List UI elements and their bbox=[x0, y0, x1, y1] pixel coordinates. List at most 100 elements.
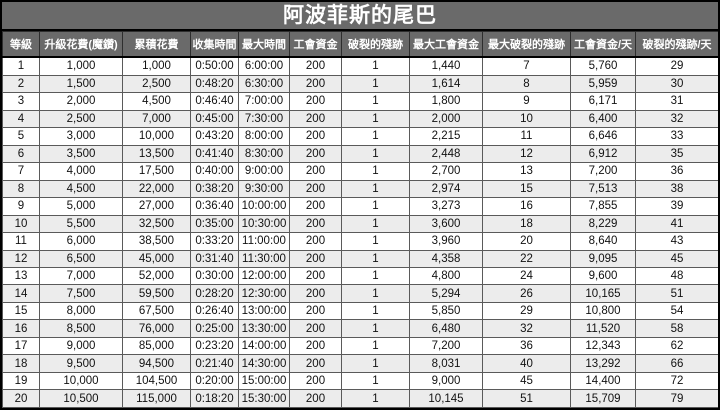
table-row: 15 8,000 67,500 0:26:40 13:00:00 200 1 5,850 29 1… bbox=[2, 301, 718, 321]
table-cell: 200 bbox=[289, 389, 342, 408]
table-cell: 14:00:00 bbox=[238, 336, 290, 356]
table-cell: 15:00:00 bbox=[238, 371, 290, 391]
table-cell: 1 bbox=[341, 214, 410, 234]
table-cell: 45 bbox=[635, 249, 718, 268]
table-cell: 52,000 bbox=[122, 266, 191, 286]
table-cell: 59,500 bbox=[122, 284, 191, 303]
table-cell: 2,448 bbox=[409, 144, 483, 164]
table-cell: 30 bbox=[635, 74, 718, 94]
table-cell: 6:00:00 bbox=[238, 56, 290, 76]
table-cell: 7,200 bbox=[570, 162, 636, 181]
table-cell: 0:35:00 bbox=[190, 214, 239, 234]
table-cell: 76,000 bbox=[122, 319, 191, 338]
table-cell: 1 bbox=[341, 389, 410, 408]
table-row: 6 3,500 13,500 0:41:40 8:30:00 200 1 2,448 12 6,9… bbox=[2, 144, 718, 164]
col-header-guild-funds: 工會資金 bbox=[289, 31, 342, 58]
table-cell: 1 bbox=[341, 144, 410, 164]
table-cell: 13 bbox=[2, 266, 40, 286]
table-cell: 2,215 bbox=[409, 127, 483, 146]
table-cell: 1 bbox=[341, 179, 410, 199]
table-cell: 24 bbox=[482, 266, 571, 286]
table-cell: 3,600 bbox=[409, 214, 483, 234]
table-cell: 200 bbox=[289, 179, 342, 199]
table-cell: 7 bbox=[2, 162, 40, 181]
table-cell: 51 bbox=[482, 389, 571, 408]
table-cell: 5,000 bbox=[39, 197, 123, 216]
table-cell: 9:00:00 bbox=[238, 162, 290, 181]
table-cell: 1 bbox=[341, 266, 410, 286]
table-cell: 11 bbox=[2, 232, 40, 251]
table-cell: 1 bbox=[341, 232, 410, 251]
table-cell: 39 bbox=[635, 197, 718, 216]
table-cell: 0:38:20 bbox=[190, 179, 239, 199]
col-header-collect-time: 收集時間 bbox=[190, 31, 239, 58]
table-cell: 200 bbox=[289, 371, 342, 391]
table-row: 18 9,500 94,500 0:21:40 14:30:00 200 1 8,031 40 1… bbox=[2, 354, 718, 373]
table-cell: 18 bbox=[482, 214, 571, 234]
table-cell: 11,520 bbox=[570, 319, 636, 338]
table-cell: 1 bbox=[341, 354, 410, 373]
table-cell: 13:30:00 bbox=[238, 319, 290, 338]
table-cell: 1,000 bbox=[122, 56, 191, 76]
table-cell: 4,800 bbox=[409, 266, 483, 286]
table-cell: 2,500 bbox=[122, 74, 191, 94]
table-cell: 1 bbox=[341, 319, 410, 338]
col-header-max-cracked-remains: 最大破裂的殘跡 bbox=[482, 31, 571, 58]
table-cell: 12:00:00 bbox=[238, 266, 290, 286]
table-cell: 11 bbox=[482, 127, 571, 146]
table-cell: 14 bbox=[2, 284, 40, 303]
table-cell: 0:33:20 bbox=[190, 232, 239, 251]
table-cell: 200 bbox=[289, 214, 342, 234]
table-cell: 14:30:00 bbox=[238, 354, 290, 373]
table-cell: 14,400 bbox=[570, 371, 636, 391]
table-cell: 0:36:40 bbox=[190, 197, 239, 216]
table-cell: 5,500 bbox=[39, 214, 123, 234]
table-cell: 31 bbox=[635, 92, 718, 111]
table-cell: 115,000 bbox=[122, 389, 191, 408]
table-cell: 6,646 bbox=[570, 127, 636, 146]
table-cell: 0:23:20 bbox=[190, 336, 239, 356]
table-cell: 8,640 bbox=[570, 232, 636, 251]
table-cell: 22 bbox=[482, 249, 571, 268]
table-cell: 58 bbox=[635, 319, 718, 338]
table-cell: 10,000 bbox=[122, 127, 191, 146]
table-cell: 0:46:40 bbox=[190, 92, 239, 111]
table-row: 13 7,000 52,000 0:30:00 12:00:00 200 1 4,800 24 9… bbox=[2, 266, 718, 286]
table-cell: 8 bbox=[482, 74, 571, 94]
table-cell: 33 bbox=[635, 127, 718, 146]
table-cell: 3,000 bbox=[39, 127, 123, 146]
table-cell: 8:00:00 bbox=[238, 127, 290, 146]
table-cell: 7,513 bbox=[570, 179, 636, 199]
table-cell: 13,292 bbox=[570, 354, 636, 373]
table-title: 阿波菲斯的尾巴 bbox=[2, 2, 718, 31]
table-cell: 2,000 bbox=[409, 109, 483, 129]
table-cell: 1 bbox=[341, 92, 410, 111]
table-cell: 200 bbox=[289, 144, 342, 164]
table-row: 5 3,000 10,000 0:43:20 8:00:00 200 1 2,215 11 6,6… bbox=[2, 127, 718, 146]
table-cell: 200 bbox=[289, 319, 342, 338]
table-cell: 1 bbox=[341, 249, 410, 268]
table-cell: 0:21:40 bbox=[190, 354, 239, 373]
table-cell: 1,500 bbox=[39, 74, 123, 94]
table-cell: 6,500 bbox=[39, 249, 123, 268]
table-cell: 0:31:40 bbox=[190, 249, 239, 268]
data-table: 等級 升級花費(魔鑽) 累積花費 收集時間 最大時間 工會資金 破裂的殘跡 最大… bbox=[2, 31, 718, 408]
table-row: 4 2,500 7,000 0:45:00 7:30:00 200 1 2,000 10 6,40… bbox=[2, 109, 718, 129]
table-cell: 15,709 bbox=[570, 389, 636, 408]
table-cell: 5,850 bbox=[409, 301, 483, 321]
table-cell: 29 bbox=[482, 301, 571, 321]
table-row: 11 6,000 38,500 0:33:20 11:00:00 200 1 3,960 20 8… bbox=[2, 232, 718, 251]
table-cell: 18 bbox=[2, 354, 40, 373]
table-cell: 26 bbox=[482, 284, 571, 303]
table-cell: 9,600 bbox=[570, 266, 636, 286]
table-cell: 0:40:00 bbox=[190, 162, 239, 181]
table-row: 9 5,000 27,000 0:36:40 10:00:00 200 1 3,273 16 7,… bbox=[2, 197, 718, 216]
table-cell: 1 bbox=[341, 301, 410, 321]
table-cell: 0:25:00 bbox=[190, 319, 239, 338]
table-cell: 10:00:00 bbox=[238, 197, 290, 216]
table-cell: 5,294 bbox=[409, 284, 483, 303]
table-cell: 43 bbox=[635, 232, 718, 251]
table-cell: 4,500 bbox=[39, 179, 123, 199]
table-cell: 5,760 bbox=[570, 56, 636, 76]
table-cell: 79 bbox=[635, 389, 718, 408]
